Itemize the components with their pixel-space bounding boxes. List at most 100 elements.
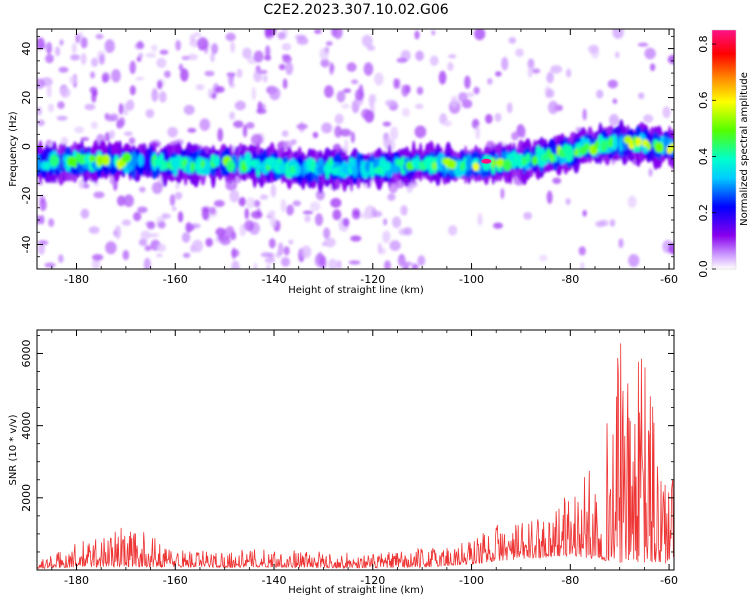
x-tick-label: -80	[561, 574, 579, 587]
heatmap-speckle	[477, 212, 483, 226]
heatmap-speckle	[54, 46, 61, 57]
heatmap-speckle	[71, 42, 77, 54]
heatmap-speckle	[643, 114, 654, 123]
heatmap-cell	[594, 140, 600, 150]
heatmap-cell	[465, 153, 473, 171]
heatmap-speckle	[244, 207, 249, 220]
heatmap-speckle	[323, 227, 331, 239]
heatmap-speckle	[612, 98, 618, 104]
heatmap-speckle	[343, 88, 352, 94]
y-tick-label: -40	[20, 236, 33, 254]
heatmap-cell	[72, 159, 78, 169]
heatmap-speckle	[253, 70, 263, 83]
heatmap-cell	[342, 162, 348, 174]
heatmap-speckle	[187, 224, 195, 231]
heatmap-speckle	[387, 193, 396, 201]
heatmap-speckle	[98, 54, 105, 65]
heatmap-speckle	[374, 72, 384, 86]
heatmap-speckle	[47, 103, 55, 113]
heatmap-speckle	[242, 124, 248, 138]
heatmap-speckle	[314, 29, 322, 34]
heatmap-speckle	[304, 215, 311, 223]
heatmap-speckle	[282, 55, 292, 64]
heatmap-speckle	[126, 99, 135, 111]
heatmap-speckle	[649, 63, 656, 72]
heatmap-speckle	[167, 126, 178, 138]
heatmap-speckle	[281, 130, 289, 137]
heatmap-speckle	[296, 36, 309, 45]
heatmap-speckle	[260, 252, 273, 258]
heatmap-speckle	[129, 60, 136, 75]
heatmap-speckle	[148, 233, 160, 238]
heatmap-speckle	[39, 198, 47, 212]
heatmap-speckle	[118, 117, 126, 127]
heatmap-speckle	[139, 186, 146, 193]
heatmap-speckle	[182, 252, 191, 258]
heatmap-speckle	[280, 198, 287, 213]
heatmap-speckle	[595, 220, 605, 228]
heatmap-speckle	[286, 204, 294, 216]
heatmap-speckle	[44, 262, 56, 268]
heatmap-speckle	[292, 200, 302, 207]
spectrogram-x-label: Height of straight line (km)	[288, 285, 424, 296]
heatmap-speckle	[582, 209, 587, 217]
colorbar-tick-label: 0.4	[697, 148, 710, 166]
heatmap-speckle	[322, 242, 327, 247]
heatmap-cell	[531, 155, 538, 166]
heatmap-speckle	[128, 137, 136, 145]
heatmap-speckle	[414, 30, 420, 40]
heatmap-speckle	[193, 31, 202, 38]
x-tick-label: -140	[262, 574, 287, 587]
heatmap-cell	[316, 165, 325, 175]
heatmap-speckle	[84, 103, 96, 111]
heatmap-speckle	[266, 263, 271, 269]
heatmap-speckle	[156, 57, 167, 69]
heatmap-speckle	[37, 243, 46, 255]
heatmap-speckle	[612, 29, 624, 39]
heatmap-speckle	[229, 189, 240, 203]
heatmap-speckle	[350, 235, 362, 242]
heatmap-speckle	[361, 34, 373, 48]
heatmap-cell	[294, 161, 299, 170]
heatmap-speckle	[145, 108, 155, 118]
heatmap-cell	[102, 154, 110, 166]
heatmap-cell	[635, 137, 642, 147]
heatmap-cell	[161, 160, 169, 171]
heatmap-speckle	[195, 84, 205, 91]
heatmap-speckle	[637, 42, 649, 47]
heatmap-speckle	[545, 88, 555, 99]
heatmap-speckle	[91, 91, 97, 103]
heatmap-speckle	[90, 71, 96, 79]
heatmap-speckle	[145, 52, 157, 58]
heatmap-speckle	[320, 58, 330, 68]
heatmap-cell	[213, 155, 220, 167]
heatmap-speckle	[397, 254, 406, 267]
heatmap-speckle	[175, 182, 180, 190]
heatmap-speckle	[109, 113, 119, 122]
heatmap-speckle	[609, 219, 616, 227]
heatmap-speckle	[113, 229, 118, 237]
colorbar-tick-label: 0.2	[697, 204, 710, 222]
heatmap-speckle	[253, 262, 258, 269]
heatmap-speckle	[333, 29, 343, 40]
heatmap-speckle	[515, 48, 524, 58]
heatmap-speckle	[105, 241, 117, 255]
y-tick-label: 40	[20, 42, 33, 56]
heatmap-speckle	[607, 79, 618, 89]
heatmap-speckle	[146, 221, 156, 230]
heatmap-speckle	[246, 197, 256, 209]
heatmap-speckle	[104, 113, 110, 120]
heatmap-cell	[374, 166, 385, 175]
heatmap-speckle	[210, 52, 215, 63]
x-tick-label: -60	[660, 273, 678, 286]
heatmap-speckle	[324, 237, 336, 248]
heatmap-speckle	[219, 235, 231, 246]
heatmap-speckle	[58, 254, 64, 263]
heatmap-speckle	[411, 263, 419, 269]
heatmap-speckle	[90, 57, 99, 67]
heatmap-speckle	[385, 99, 397, 107]
heatmap-speckle	[215, 227, 226, 237]
heatmap-speckle	[137, 206, 148, 214]
heatmap-speckle	[211, 43, 219, 55]
heatmap-speckle	[417, 255, 426, 267]
